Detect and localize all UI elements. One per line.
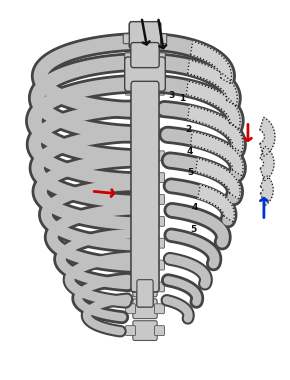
Text: 2: 2 xyxy=(185,125,191,134)
FancyBboxPatch shape xyxy=(137,280,153,307)
FancyBboxPatch shape xyxy=(155,63,164,73)
FancyBboxPatch shape xyxy=(133,59,157,78)
FancyBboxPatch shape xyxy=(133,277,157,297)
Polygon shape xyxy=(260,174,273,206)
FancyBboxPatch shape xyxy=(126,326,135,336)
FancyBboxPatch shape xyxy=(126,107,135,117)
FancyBboxPatch shape xyxy=(131,43,159,68)
FancyBboxPatch shape xyxy=(155,151,164,161)
FancyBboxPatch shape xyxy=(126,129,135,139)
Text: 4: 4 xyxy=(192,203,198,212)
FancyBboxPatch shape xyxy=(133,212,157,231)
FancyBboxPatch shape xyxy=(158,34,167,44)
Text: 5: 5 xyxy=(191,225,197,234)
FancyBboxPatch shape xyxy=(123,34,132,44)
FancyBboxPatch shape xyxy=(133,299,157,318)
Polygon shape xyxy=(188,106,243,152)
Text: 5: 5 xyxy=(188,168,194,177)
FancyBboxPatch shape xyxy=(126,217,135,226)
Polygon shape xyxy=(260,117,275,156)
FancyBboxPatch shape xyxy=(133,233,157,253)
Polygon shape xyxy=(198,185,234,222)
FancyBboxPatch shape xyxy=(126,304,135,314)
Polygon shape xyxy=(188,60,237,106)
FancyBboxPatch shape xyxy=(129,22,161,49)
FancyBboxPatch shape xyxy=(126,86,135,95)
FancyBboxPatch shape xyxy=(126,195,135,204)
Polygon shape xyxy=(191,41,231,83)
FancyBboxPatch shape xyxy=(133,190,157,209)
FancyBboxPatch shape xyxy=(155,260,164,270)
FancyBboxPatch shape xyxy=(155,129,164,139)
FancyBboxPatch shape xyxy=(155,304,164,314)
FancyBboxPatch shape xyxy=(126,260,135,270)
FancyBboxPatch shape xyxy=(126,282,135,292)
FancyBboxPatch shape xyxy=(125,53,133,63)
FancyBboxPatch shape xyxy=(155,238,164,248)
Text: 1: 1 xyxy=(179,93,185,103)
FancyBboxPatch shape xyxy=(131,81,159,292)
FancyBboxPatch shape xyxy=(125,57,165,91)
FancyBboxPatch shape xyxy=(155,282,164,292)
FancyBboxPatch shape xyxy=(133,255,157,275)
FancyBboxPatch shape xyxy=(133,81,157,100)
Polygon shape xyxy=(191,131,243,176)
Polygon shape xyxy=(195,158,240,199)
FancyBboxPatch shape xyxy=(126,63,135,73)
FancyBboxPatch shape xyxy=(126,173,135,183)
FancyBboxPatch shape xyxy=(125,57,165,91)
Polygon shape xyxy=(186,81,240,129)
Text: 3: 3 xyxy=(168,90,174,100)
Text: 4: 4 xyxy=(187,147,193,156)
FancyBboxPatch shape xyxy=(155,195,164,204)
FancyBboxPatch shape xyxy=(155,173,164,183)
FancyBboxPatch shape xyxy=(155,326,164,336)
Polygon shape xyxy=(260,146,274,181)
FancyBboxPatch shape xyxy=(131,43,159,68)
FancyBboxPatch shape xyxy=(126,151,135,161)
FancyBboxPatch shape xyxy=(133,321,157,340)
FancyBboxPatch shape xyxy=(126,238,135,248)
FancyBboxPatch shape xyxy=(133,102,157,122)
FancyBboxPatch shape xyxy=(133,168,157,188)
FancyBboxPatch shape xyxy=(157,53,165,63)
FancyBboxPatch shape xyxy=(133,146,157,166)
FancyBboxPatch shape xyxy=(155,217,164,226)
FancyBboxPatch shape xyxy=(155,107,164,117)
FancyBboxPatch shape xyxy=(133,124,157,144)
FancyBboxPatch shape xyxy=(131,81,159,292)
FancyBboxPatch shape xyxy=(129,22,161,49)
FancyBboxPatch shape xyxy=(137,280,153,307)
FancyBboxPatch shape xyxy=(155,86,164,95)
